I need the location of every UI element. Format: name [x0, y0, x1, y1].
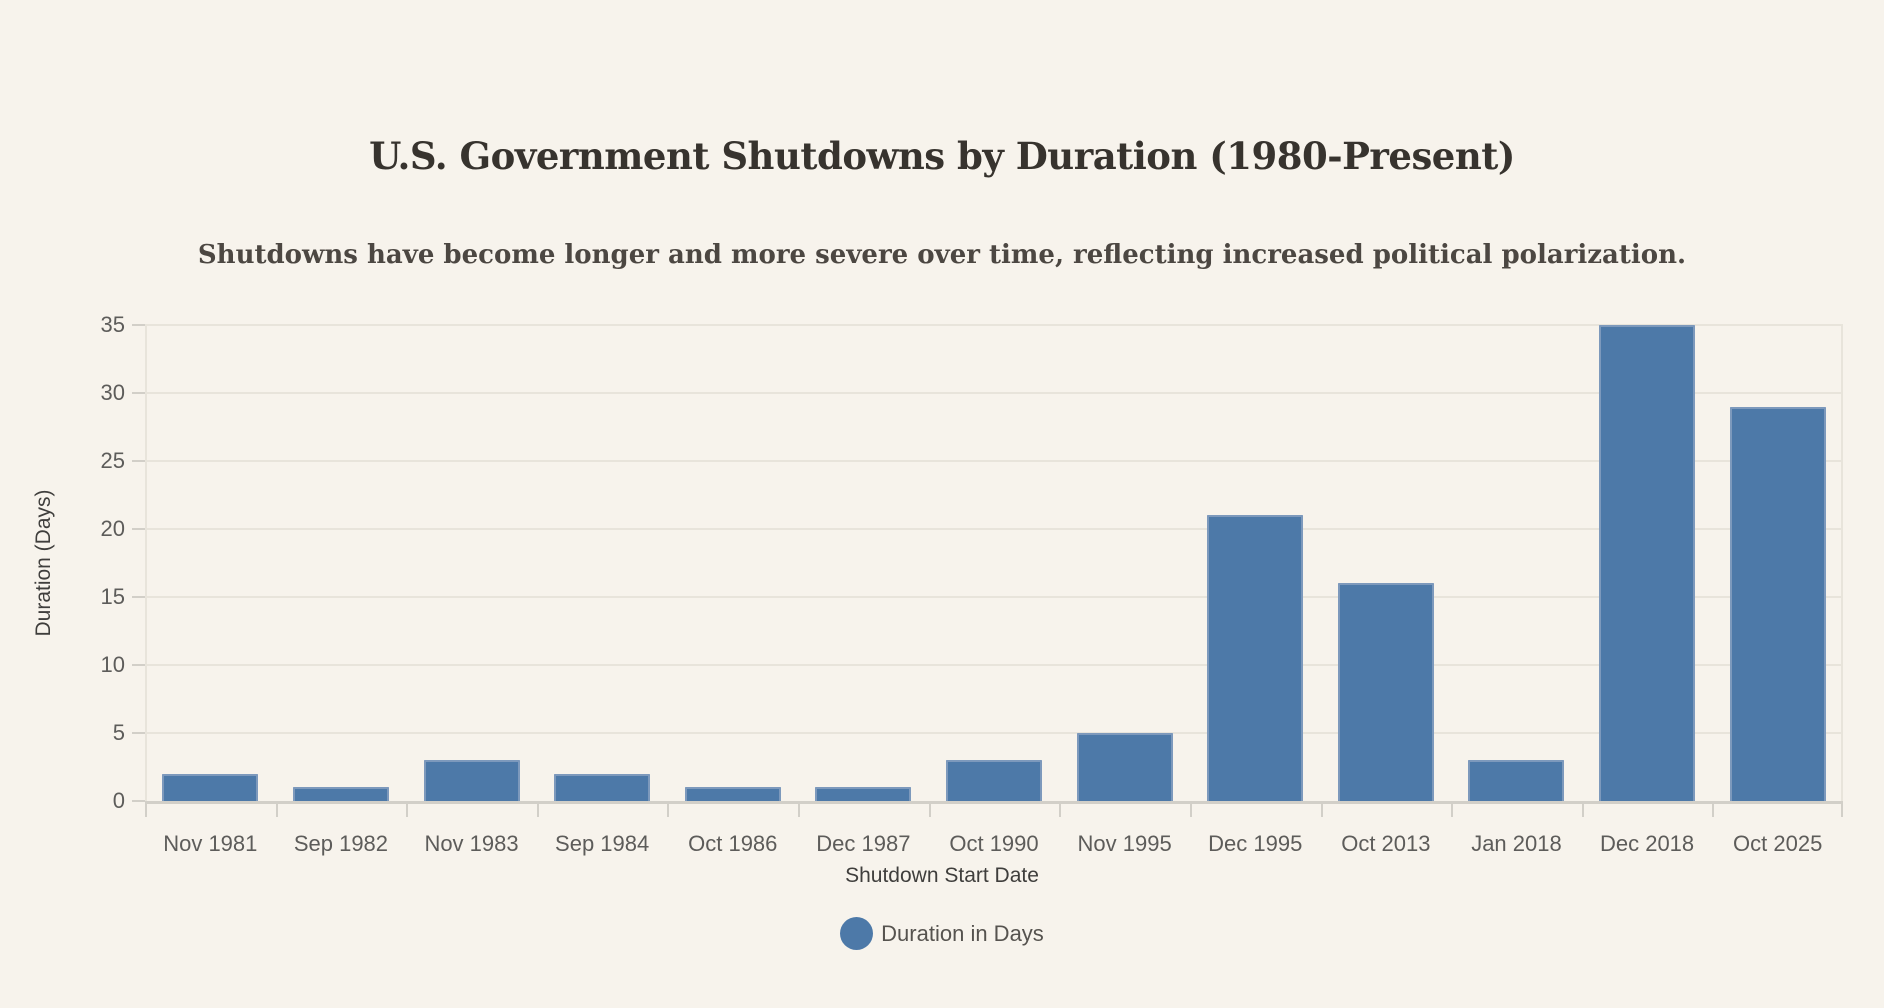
y-gridline [145, 392, 1843, 394]
legend-item-duration[interactable]: Duration in Days [840, 917, 1044, 950]
x-tick-mark [1712, 801, 1715, 817]
y-gridline [145, 732, 1843, 734]
bar[interactable] [1337, 583, 1434, 801]
x-tick-label: Jan 2018 [1471, 831, 1562, 856]
y-gridline [145, 324, 1843, 326]
bar[interactable] [423, 760, 520, 801]
x-tick-label: Oct 1990 [949, 831, 1039, 856]
legend: Duration in Days [0, 917, 1884, 950]
y-tick-label: 20 [100, 516, 125, 541]
x-tick-mark [275, 801, 278, 817]
x-tick-label: Nov 1995 [1077, 831, 1172, 856]
bar[interactable] [1468, 760, 1565, 801]
y-gridline [145, 596, 1843, 598]
y-tick-mark [132, 732, 145, 734]
y-tick-mark [132, 392, 145, 394]
x-tick-mark [1841, 801, 1843, 817]
x-tick-mark [928, 801, 931, 817]
y-axis-line [145, 325, 147, 817]
bar[interactable] [1599, 325, 1696, 801]
x-tick-mark [667, 801, 670, 817]
bar[interactable] [1076, 733, 1173, 801]
bar[interactable] [292, 787, 389, 801]
x-tick-mark [1581, 801, 1584, 817]
x-tick-mark [406, 801, 409, 817]
x-tick-label: Oct 2025 [1733, 831, 1823, 856]
y-tick-mark [132, 460, 145, 462]
y-tick-label: 35 [100, 312, 125, 337]
x-tick-mark [145, 801, 147, 817]
x-tick-label: Dec 1995 [1208, 831, 1303, 856]
plot-right-border [1841, 325, 1843, 801]
y-axis-title: Duration (Days) [32, 489, 55, 637]
x-tick-mark [1320, 801, 1323, 817]
legend-label: Duration in Days [881, 920, 1044, 946]
legend-circle-icon [840, 917, 874, 950]
y-gridline [145, 528, 1843, 530]
x-tick-mark [1059, 801, 1062, 817]
y-tick-label: 15 [100, 584, 125, 609]
y-gridline [145, 664, 1843, 666]
x-tick-label: Sep 1984 [555, 831, 650, 856]
y-tick-label: 5 [112, 720, 125, 745]
bar[interactable] [684, 787, 781, 801]
y-tick-mark [132, 528, 145, 530]
y-tick-mark [132, 800, 145, 802]
x-tick-label: Sep 1982 [293, 831, 389, 856]
bar[interactable] [554, 773, 651, 801]
bar[interactable] [162, 773, 259, 801]
bar[interactable] [815, 787, 912, 801]
y-tick-label: 0 [112, 788, 125, 813]
y-tick-label: 10 [100, 652, 125, 677]
x-axis-title: Shutdown Start Date [845, 864, 1039, 887]
y-gridline [145, 460, 1843, 462]
y-tick-label: 25 [100, 448, 125, 473]
bar[interactable] [946, 760, 1042, 801]
x-tick-label: Dec 2018 [1599, 831, 1695, 856]
bar[interactable] [1207, 515, 1304, 801]
x-tick-mark [1189, 801, 1192, 817]
y-tick-mark [132, 664, 145, 666]
x-tick-mark [798, 801, 801, 817]
x-tick-mark [1451, 801, 1454, 817]
y-tick-mark [132, 596, 145, 598]
chart-subtitle: Shutdowns have become longer and more se… [197, 240, 1687, 270]
y-tick-mark [132, 324, 145, 326]
plot-area: 0 5 10 15 20 25 30 35 Nov 1981 Sep 1982 Nov 1983 Se… [101, 312, 1843, 856]
x-tick-label: Nov 1981 [163, 831, 258, 856]
chart-title: U.S. Government Shutdowns by Duration (1… [369, 134, 1515, 178]
x-tick-label: Oct 2013 [1341, 831, 1431, 856]
x-tick-label: Nov 1983 [424, 831, 519, 856]
x-tick-label: Dec 1987 [816, 831, 911, 856]
x-tick-label: Oct 1986 [688, 831, 778, 856]
x-tick-mark [536, 801, 539, 817]
y-tick-label: 30 [100, 380, 125, 405]
bar[interactable] [1729, 406, 1826, 801]
